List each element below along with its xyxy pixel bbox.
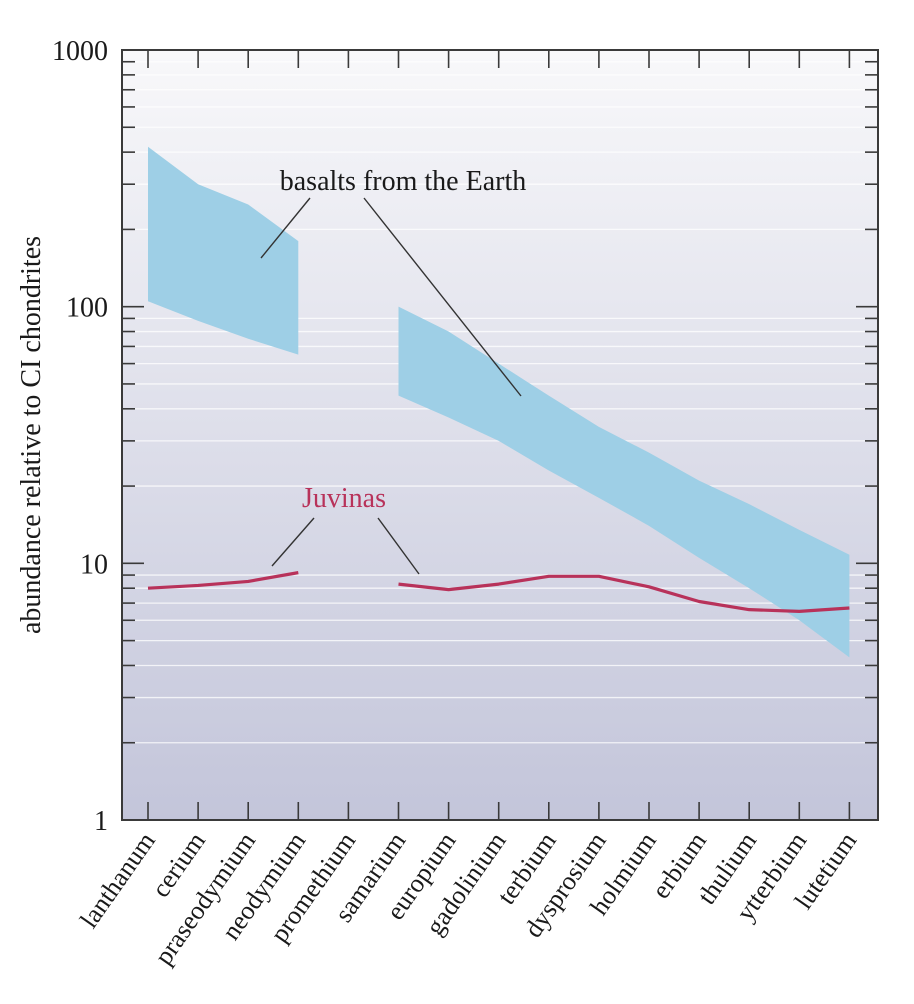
y-tick-label: 1000 — [52, 36, 108, 67]
basalt-band-segment-1 — [148, 146, 299, 355]
y-tick-label: 1 — [94, 806, 108, 837]
annotation-basalts-leader-left — [260, 197, 311, 259]
annotation-juvinas: Juvinas — [271, 483, 420, 575]
x-tick-labels: lanthanumceriumpraseodymiumneodymiumprom… — [74, 827, 862, 970]
juvinas-line-segment-2 — [398, 574, 850, 613]
y-tick-label: 10 — [80, 549, 108, 580]
x-tick-label-lanthanum: lanthanum — [74, 827, 161, 934]
juvinas-line-segment-1 — [147, 571, 299, 590]
annotation-juvinas-leader-left — [271, 517, 315, 567]
annotation-basalts: basalts from the Earth — [260, 166, 526, 397]
axis-ticks — [122, 49, 878, 821]
y-axis-title: abundance relative to CI chondrites — [16, 236, 47, 634]
juvinas-series — [147, 571, 850, 613]
basalt-bands — [148, 146, 850, 658]
plot-frame — [121, 49, 879, 821]
y-tick-labels: 1 10 100 1000 — [52, 36, 108, 837]
basalt-band-segment-2 — [398, 306, 850, 658]
y-tick-label: 100 — [66, 293, 108, 324]
annotation-basalts-leader-right — [363, 197, 522, 397]
annotation-juvinas-leader-right — [377, 517, 420, 575]
plot-border — [121, 49, 879, 821]
annotation-basalts-label: basalts from the Earth — [280, 166, 526, 197]
annotation-juvinas-label: Juvinas — [302, 483, 386, 514]
